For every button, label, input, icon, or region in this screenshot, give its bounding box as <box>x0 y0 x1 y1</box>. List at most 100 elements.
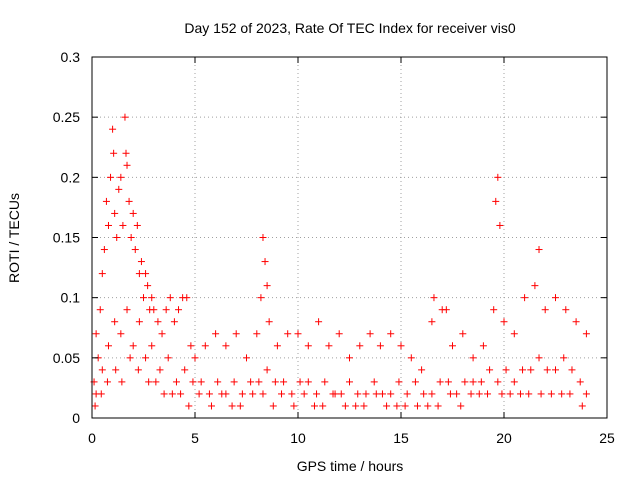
data-point <box>407 354 415 362</box>
x-tick-labels: 0 5 10 15 20 25 <box>88 430 615 446</box>
data-point <box>142 354 150 362</box>
data-point <box>354 390 362 398</box>
data-point <box>129 342 137 350</box>
data-point <box>156 366 164 374</box>
data-point <box>296 378 304 386</box>
data-point <box>486 366 494 374</box>
data-point <box>127 234 135 241</box>
data-point <box>510 330 518 338</box>
data-point <box>331 390 339 398</box>
data-point <box>232 330 240 338</box>
data-point <box>387 390 395 398</box>
data-point <box>424 402 432 410</box>
axis-ticks <box>91 56 608 419</box>
data-point <box>428 318 436 326</box>
data-point <box>238 390 246 398</box>
data-point <box>175 306 183 314</box>
data-point <box>121 113 129 121</box>
y-tick-label: 0 <box>72 410 80 426</box>
data-point <box>568 366 576 374</box>
data-point <box>321 378 329 386</box>
data-points <box>90 113 590 410</box>
data-point <box>100 246 108 254</box>
data-point <box>304 342 312 350</box>
data-point <box>162 306 170 314</box>
data-point <box>170 318 178 326</box>
data-point <box>337 390 345 398</box>
data-point <box>113 234 121 241</box>
data-point <box>479 342 487 350</box>
data-point <box>125 197 133 205</box>
data-point <box>521 294 529 302</box>
data-point <box>531 282 539 290</box>
data-point <box>230 378 238 386</box>
data-point <box>341 402 349 410</box>
data-point <box>96 306 104 314</box>
data-point <box>519 366 527 374</box>
data-point <box>259 390 267 398</box>
data-point <box>133 221 141 229</box>
data-point <box>261 258 269 266</box>
data-point <box>160 390 168 398</box>
data-point <box>243 354 250 362</box>
data-point <box>201 342 209 350</box>
data-point <box>395 378 403 386</box>
data-point <box>430 294 438 302</box>
data-point <box>434 402 442 410</box>
data-point <box>247 378 255 386</box>
data-point <box>376 342 384 350</box>
data-point <box>294 330 302 338</box>
data-point <box>129 209 137 217</box>
data-point <box>166 294 174 302</box>
data-point <box>461 378 469 386</box>
data-point <box>420 390 428 398</box>
data-point <box>362 390 370 398</box>
data-point <box>110 149 118 157</box>
data-point <box>142 270 150 278</box>
data-point <box>315 318 323 326</box>
data-point <box>222 342 230 350</box>
x-tick-label: 25 <box>599 430 615 446</box>
data-point <box>104 221 112 229</box>
y-tick-label: 0.15 <box>53 230 80 246</box>
data-point <box>552 294 559 302</box>
data-point <box>255 378 263 386</box>
data-point <box>446 390 454 398</box>
data-point <box>205 390 213 398</box>
data-point <box>576 378 584 386</box>
data-point <box>352 402 360 410</box>
data-point <box>117 330 125 338</box>
data-point <box>111 318 119 326</box>
data-point <box>397 342 405 350</box>
data-point <box>249 390 257 398</box>
data-point <box>413 402 421 410</box>
y-axis-label: ROTI / TECUs <box>6 193 22 283</box>
data-point <box>135 318 143 326</box>
y-tick-label: 0.25 <box>53 109 80 125</box>
data-point <box>547 390 555 398</box>
data-point <box>319 402 327 410</box>
chart-title: Day 152 of 2023, Rate Of TEC Index for r… <box>184 20 515 36</box>
grid-lines <box>92 57 607 418</box>
data-point <box>148 294 156 302</box>
data-point <box>269 402 277 410</box>
data-point <box>102 197 110 205</box>
data-point <box>453 390 461 398</box>
data-point <box>119 221 127 229</box>
x-tick-label: 15 <box>393 430 409 446</box>
data-point <box>516 390 524 398</box>
data-point <box>494 173 502 181</box>
data-point <box>506 390 514 398</box>
data-point <box>109 125 117 133</box>
x-tick-label: 20 <box>496 430 512 446</box>
data-point <box>236 402 244 410</box>
data-point <box>494 378 502 386</box>
data-point <box>356 342 364 350</box>
data-point <box>140 294 147 302</box>
data-point <box>475 390 483 398</box>
data-point <box>484 390 492 398</box>
data-point <box>582 390 590 398</box>
data-point <box>562 306 570 314</box>
data-point <box>498 390 506 398</box>
